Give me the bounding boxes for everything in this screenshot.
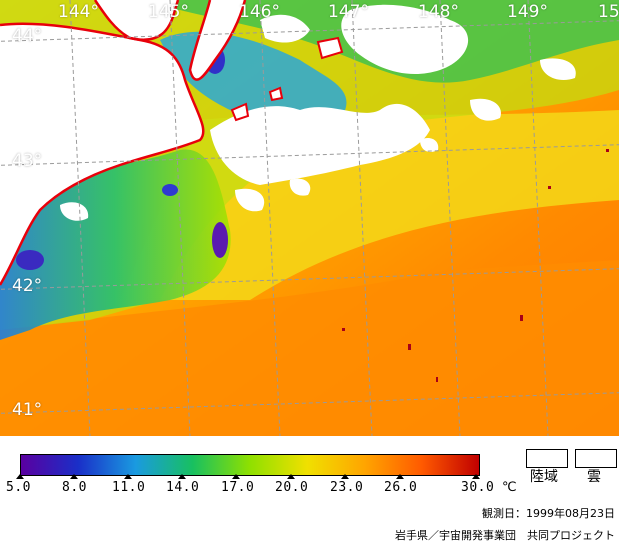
cloud-key-label: 雲 [587,469,601,485]
island-coastline [316,36,344,60]
cloud-cover [60,4,576,221]
warm-water-zone [0,260,619,436]
cold-patch [162,184,178,196]
cloud-key-swatch [575,449,617,468]
colorbar-tick [124,474,132,479]
longitude-label-144: 144° [58,2,99,22]
satellite-sst-map: 144° 145° 146° 147° 148° 149° 15 44° 43°… [0,0,619,436]
scale-label-8: 8.0 [62,480,87,495]
scale-label-23: 23.0 [330,480,364,495]
island-coastline [230,102,250,122]
longitude-label-147: 147° [328,2,369,22]
colorbar-tick [341,474,349,479]
colorbar-tick [16,474,24,479]
sst-map-image [0,0,619,436]
temperature-colorbar [20,454,480,476]
longitude-label-149: 149° [507,2,548,22]
colorbar-tick [472,474,480,479]
scale-label-5: 5.0 [6,480,31,495]
longitude-label-150: 15 [598,2,619,22]
island-coastline [268,86,284,102]
scale-label-14: 14.0 [166,480,200,495]
temperature-unit: ℃ [502,480,517,495]
coastal-cold-water [0,149,231,340]
latitude-label-41: 41° [12,400,43,420]
colorbar-tick [178,474,186,479]
cold-patch [212,222,228,258]
credit-text: 岩手県／宇宙開発事業団 共同プロジェクト [395,529,615,542]
scale-label-17: 17.0 [221,480,255,495]
data-specks [342,149,609,382]
land-area-hokkaido [0,23,204,285]
cold-patch [16,250,44,270]
longitude-label-148: 148° [418,2,459,22]
colorbar-tick [396,474,404,479]
scale-label-26: 26.0 [384,480,418,495]
latitude-label-43: 43° [12,151,43,171]
observation-date: 観測日：1999年08月23日 [482,507,615,520]
colorbar-tick [70,474,78,479]
scale-label-11: 11.0 [112,480,146,495]
latitude-label-44: 44° [12,26,43,46]
graticule [0,0,619,436]
colorbar-tick [287,474,295,479]
land-area-north [0,0,178,40]
colorbar-tick [232,474,240,479]
coastline [188,0,247,81]
land-area-kunashiri [190,0,245,80]
longitude-label-146: 146° [239,2,280,22]
land-key-swatch [526,449,568,468]
longitude-label-145: 145° [148,2,189,22]
coastline [93,0,180,41]
latitude-label-42: 42° [12,276,43,296]
land-key-label: 陸域 [530,469,558,485]
scale-label-30: 30.0 [461,480,495,495]
scale-label-20: 20.0 [275,480,309,495]
